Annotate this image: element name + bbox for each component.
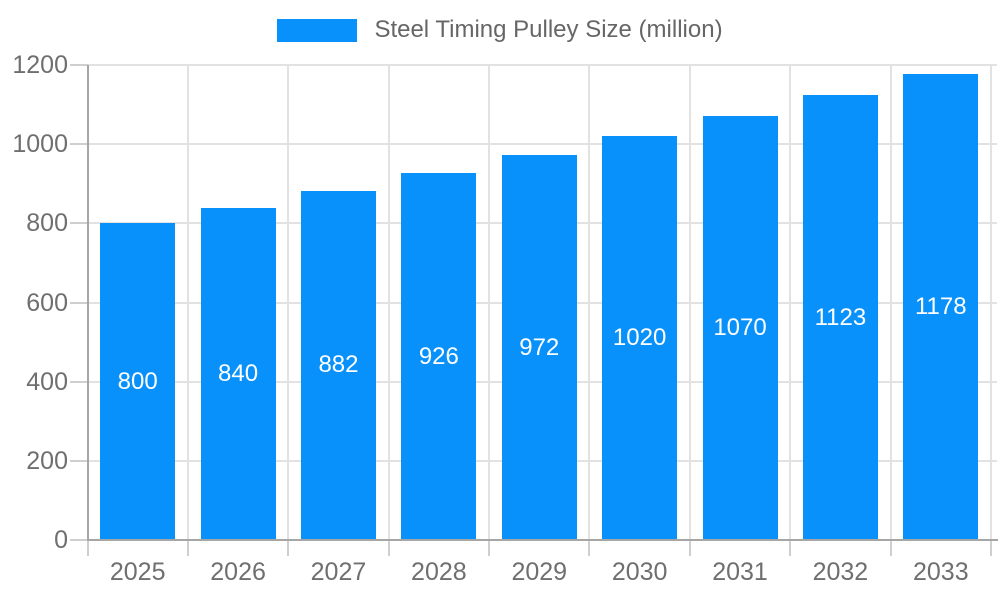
x-tick-mark bbox=[186, 540, 189, 556]
bar[interactable] bbox=[100, 223, 176, 540]
x-tick-mark bbox=[86, 540, 89, 556]
y-tick-mark bbox=[69, 143, 88, 146]
bar[interactable] bbox=[300, 190, 376, 540]
v-gridline bbox=[186, 65, 189, 540]
x-tick-mark bbox=[990, 540, 992, 556]
x-tick-mark bbox=[588, 540, 591, 556]
x-tick-label: 2033 bbox=[912, 558, 969, 586]
legend-item[interactable]: Steel Timing Pulley Size (million) bbox=[277, 16, 723, 44]
x-tick-label: 2026 bbox=[210, 558, 266, 586]
y-tick-label: 1000 bbox=[12, 130, 68, 159]
x-tick-label: 2025 bbox=[109, 558, 166, 586]
y-tick-label: 0 bbox=[54, 526, 68, 554]
bar-value-label: 840 bbox=[218, 359, 259, 387]
y-tick-label: 800 bbox=[26, 209, 68, 238]
v-gridline bbox=[889, 65, 892, 540]
bar-value-label: 1123 bbox=[814, 303, 867, 331]
v-gridline bbox=[488, 65, 491, 540]
x-tick-label: 2029 bbox=[511, 558, 568, 586]
bar-value-label: 1020 bbox=[612, 324, 667, 352]
y-tick-label: 600 bbox=[26, 288, 68, 317]
x-tick-label: 2030 bbox=[611, 558, 668, 586]
y-tick-mark bbox=[69, 459, 88, 462]
h-gridline bbox=[87, 143, 997, 146]
bar[interactable] bbox=[802, 95, 878, 540]
bar-value-label: 926 bbox=[418, 342, 459, 370]
x-axis-line bbox=[86, 539, 998, 541]
y-tick-mark bbox=[69, 301, 88, 304]
v-gridline bbox=[588, 65, 591, 540]
legend-swatch-icon bbox=[277, 18, 358, 42]
v-gridline bbox=[688, 65, 691, 540]
v-gridline bbox=[990, 65, 992, 540]
bar[interactable] bbox=[200, 207, 276, 540]
bar-value-label: 972 bbox=[519, 333, 560, 361]
legend-label: Steel Timing Pulley Size (million) bbox=[374, 16, 723, 43]
x-tick-mark bbox=[889, 540, 892, 556]
h-gridline bbox=[87, 64, 997, 66]
y-tick-mark bbox=[69, 380, 88, 383]
y-tick-label: 400 bbox=[26, 367, 68, 396]
x-tick-label: 2032 bbox=[812, 558, 869, 586]
x-tick-mark bbox=[287, 540, 290, 556]
x-tick-mark bbox=[789, 540, 792, 556]
bar-value-label: 800 bbox=[117, 367, 158, 395]
y-tick-mark bbox=[69, 222, 88, 225]
bar-value-label: 882 bbox=[318, 351, 359, 379]
y-tick-mark bbox=[69, 64, 88, 66]
bar[interactable] bbox=[602, 136, 678, 540]
x-tick-label: 2028 bbox=[411, 558, 467, 586]
y-tick-label: 1200 bbox=[12, 51, 68, 79]
y-tick-mark bbox=[69, 539, 88, 541]
x-tick-label: 2031 bbox=[712, 558, 768, 586]
bar[interactable] bbox=[702, 116, 778, 540]
bar[interactable] bbox=[903, 73, 979, 540]
x-tick-mark bbox=[688, 540, 691, 556]
y-tick-label: 200 bbox=[26, 446, 68, 475]
x-tick-mark bbox=[488, 540, 491, 556]
legend: Steel Timing Pulley Size (million) bbox=[0, 16, 1000, 44]
bar[interactable] bbox=[401, 173, 477, 540]
v-gridline bbox=[789, 65, 792, 540]
v-gridline bbox=[287, 65, 290, 540]
y-axis-line bbox=[86, 65, 89, 540]
bar[interactable] bbox=[501, 155, 577, 540]
v-gridline bbox=[387, 65, 390, 540]
bar-value-label: 1070 bbox=[713, 314, 767, 342]
bar-value-label: 1178 bbox=[914, 292, 967, 320]
x-tick-label: 2027 bbox=[310, 558, 367, 586]
x-tick-mark bbox=[387, 540, 390, 556]
